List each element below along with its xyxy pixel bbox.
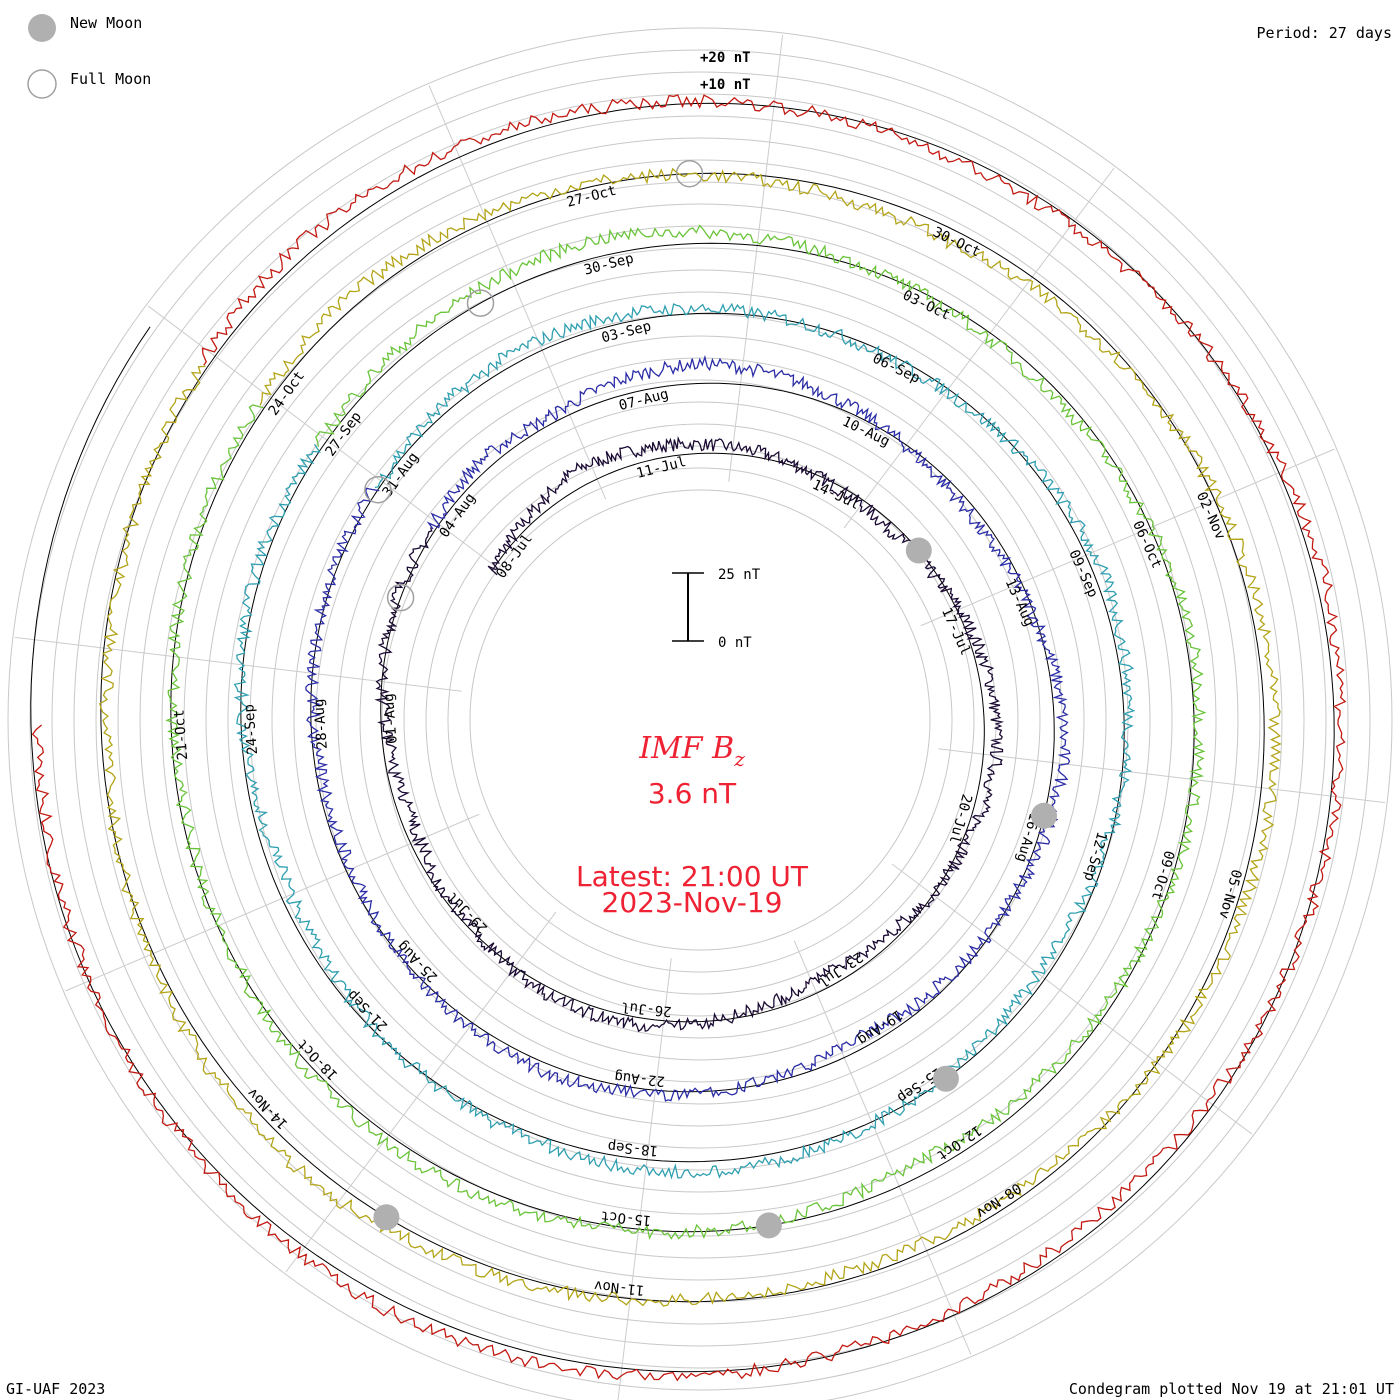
bz-trace-31-Aug xyxy=(233,302,1136,1180)
scale-label-plus10: +10 nT xyxy=(700,77,751,93)
grid-ring xyxy=(117,137,1283,1303)
zero-baseline xyxy=(30,102,1335,1373)
grid-ring xyxy=(205,225,1195,1215)
grid-spoke xyxy=(147,305,509,577)
new-moon-marker xyxy=(932,1065,959,1092)
center-title: IMF Bz xyxy=(638,731,745,771)
date-label: 28-Aug xyxy=(311,698,331,750)
date-label: 18-Sep xyxy=(607,1138,659,1159)
date-label: 06-Oct xyxy=(1129,518,1164,571)
center-latest-date: 2023-Nov-19 xyxy=(602,886,783,919)
date-label: 30-Oct xyxy=(930,224,983,260)
date-label: 31-Aug xyxy=(380,450,422,500)
grid-spoke xyxy=(793,940,972,1355)
date-label: 11-Nov xyxy=(593,1277,645,1298)
grid-ring xyxy=(73,93,1327,1347)
grid-ring xyxy=(337,357,1063,1083)
date-label: 03-Oct xyxy=(900,287,953,323)
grid-spoke xyxy=(938,748,1386,804)
full-moon-marker xyxy=(386,583,415,612)
center-value: 3.6 nT xyxy=(648,777,737,810)
new-moon-icon xyxy=(28,14,56,42)
grid-ring xyxy=(359,379,1041,1061)
grid-spoke xyxy=(617,958,672,1400)
scale-label-plus20: +20 nT xyxy=(700,50,751,66)
date-label: 18-Oct xyxy=(294,1036,341,1083)
plotted-label: Condegram plotted Nov 19 at 21:01 UT xyxy=(1068,1380,1394,1398)
bz-trace-04-Aug xyxy=(305,354,1071,1102)
bz-traces xyxy=(31,94,1347,1382)
full-moon-marker xyxy=(364,475,392,504)
date-label: 27-Sep xyxy=(323,409,365,459)
grid-ring xyxy=(447,467,953,973)
date-label: 26-Jul xyxy=(620,998,672,1019)
grid-ring xyxy=(403,423,997,1017)
grid-ring xyxy=(51,71,1349,1369)
zero-baseline xyxy=(240,312,1125,1163)
new-moon-marker xyxy=(1031,802,1057,829)
period-label: Period: 27 days xyxy=(1256,24,1392,42)
date-label: 01-Aug xyxy=(381,693,401,745)
grid-ring xyxy=(381,401,1019,1039)
legend-full-moon: Full Moon xyxy=(70,70,152,88)
scale-bar-bottom-label: 0 nT xyxy=(718,635,752,651)
grid-spoke xyxy=(891,863,1253,1135)
grid-ring xyxy=(315,335,1085,1105)
grid-ring xyxy=(469,489,931,951)
full-moon-marker xyxy=(675,159,704,188)
new-moon-marker xyxy=(373,1204,400,1231)
date-label: 21-Oct xyxy=(171,709,191,761)
scale-bar-top-label: 25 nT xyxy=(718,567,761,583)
bz-trace-24-Oct xyxy=(99,167,1282,1307)
date-label: 24-Sep xyxy=(241,704,261,756)
center-latest-time: Latest: 21:00 UT xyxy=(576,860,809,893)
grid-ring xyxy=(227,247,1173,1193)
center-title-subscript: z xyxy=(733,747,745,771)
grid-ring xyxy=(95,115,1305,1325)
credit-label: GI-UAF 2023 xyxy=(6,1380,106,1398)
legend-new-moon: New Moon xyxy=(70,14,143,32)
bz-trace-08-Jul xyxy=(374,435,1005,1033)
bz-trace-27-Sep xyxy=(165,224,1207,1241)
grid-spoke xyxy=(728,34,784,482)
scale-bar: 25 nT 0 nT xyxy=(672,567,761,651)
center-title-main: IMF B xyxy=(638,731,734,766)
grid-ring xyxy=(249,269,1151,1171)
grid-spoke xyxy=(428,85,607,500)
full-moon-icon xyxy=(27,69,57,99)
zero-baseline xyxy=(380,452,985,1023)
moon-markers xyxy=(364,159,1057,1239)
grid-ring xyxy=(139,159,1261,1281)
bz-trace-20-Nov xyxy=(31,94,1347,1382)
date-label: 15-Oct xyxy=(600,1207,652,1228)
grid-ring xyxy=(271,291,1129,1149)
radial-spokes xyxy=(14,34,1386,1400)
grid-ring xyxy=(29,49,1371,1391)
grid-ring xyxy=(183,203,1217,1237)
date-label: 13-Aug xyxy=(1002,576,1037,629)
grid-rings xyxy=(7,27,1393,1400)
date-label: 29-Jul xyxy=(444,889,491,936)
grid-spoke xyxy=(843,167,1115,529)
date-label: 22-Aug xyxy=(614,1068,666,1089)
new-moon-marker xyxy=(755,1212,782,1239)
date-label: 21-Sep xyxy=(344,987,391,1034)
grid-spoke xyxy=(14,636,462,692)
zero-baseline xyxy=(310,382,1055,1093)
full-moon-marker xyxy=(466,289,495,317)
new-moon-marker xyxy=(905,537,932,564)
grid-ring xyxy=(7,27,1393,1400)
grid-ring xyxy=(293,313,1107,1127)
grid-spoke xyxy=(920,448,1335,627)
